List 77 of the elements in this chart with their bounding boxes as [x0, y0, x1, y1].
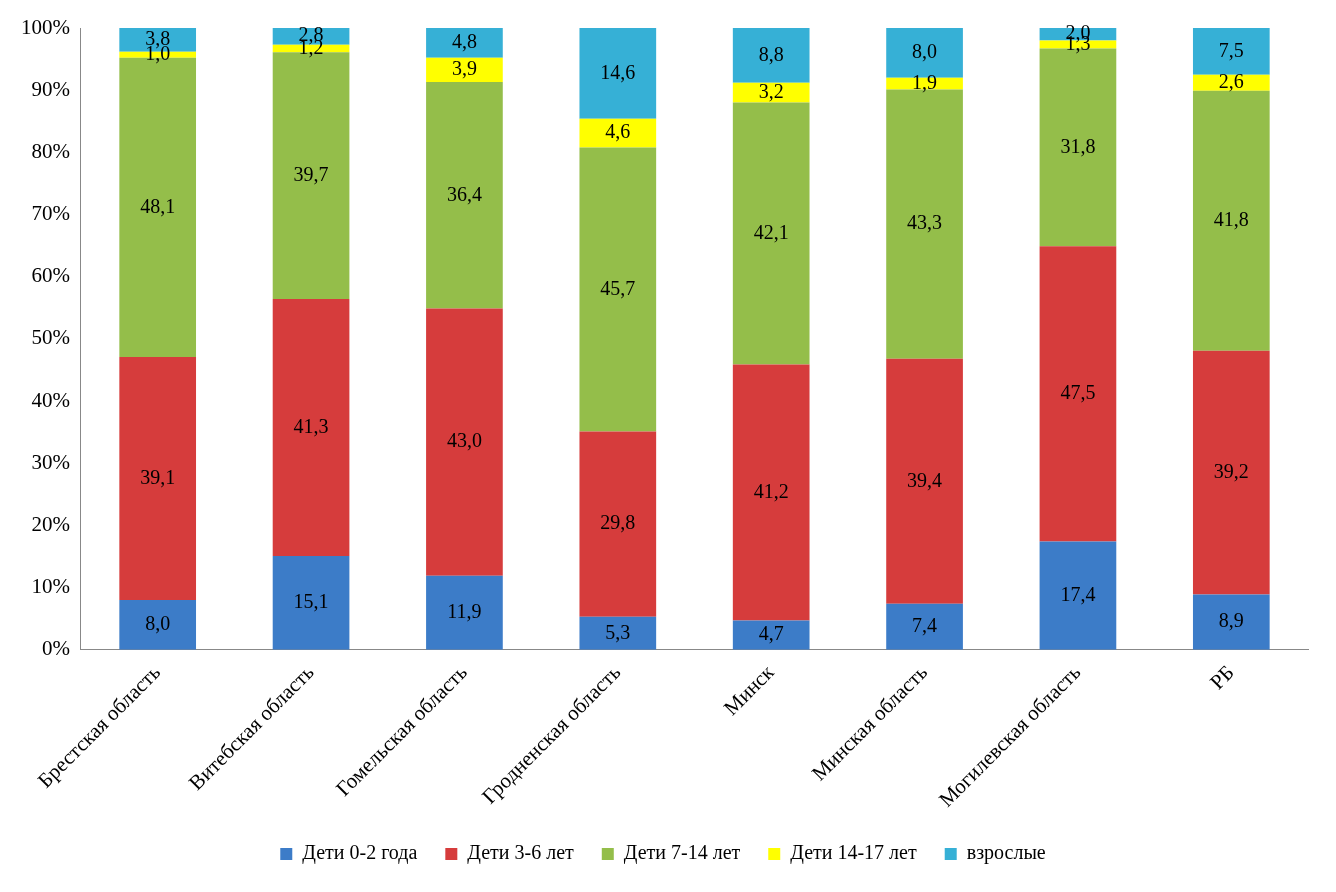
- bar: [579, 147, 657, 432]
- data-label: 8,0: [145, 612, 171, 635]
- bar: [426, 308, 503, 576]
- data-label: 41,8: [1213, 208, 1249, 230]
- y-tick-label: 70%: [31, 201, 70, 226]
- bar: [579, 616, 657, 650]
- legend-label: Дети 3-6 лет: [467, 841, 575, 865]
- bar: [272, 299, 350, 556]
- legend-label: взрослые: [966, 841, 1046, 865]
- data-label: 7,5: [1218, 38, 1244, 61]
- data-label: 39,1: [140, 465, 176, 488]
- data-label: 5,3: [605, 620, 631, 643]
- data-label: 7,4: [912, 614, 938, 637]
- bar: [732, 28, 810, 83]
- data-label: 41,2: [753, 479, 789, 502]
- data-label: 8,9: [1218, 609, 1244, 632]
- data-label: 4,8: [451, 30, 477, 53]
- data-label: 36,4: [446, 182, 482, 205]
- data-label: 41,3: [293, 414, 329, 437]
- legend-label: Дети 7-14 лет: [623, 841, 741, 865]
- data-label: 3,2: [758, 79, 784, 102]
- y-tick-label: 10%: [31, 574, 70, 599]
- bar: [119, 356, 197, 601]
- bar: [426, 575, 503, 650]
- bar: [119, 600, 197, 650]
- data-label: 47,5: [1060, 381, 1096, 404]
- y-tick-label: 0%: [41, 636, 70, 661]
- data-label: 4,6: [605, 120, 631, 143]
- data-label: 2,6: [1218, 69, 1244, 92]
- y-tick-label: 100%: [20, 14, 70, 39]
- bar: [1192, 28, 1270, 75]
- bar: [1192, 594, 1270, 650]
- bar: [1192, 90, 1270, 351]
- data-label: 31,8: [1060, 134, 1096, 157]
- x-tick-label: РБ: [1204, 660, 1239, 694]
- y-tick-label: 60%: [31, 263, 70, 288]
- y-tick-label: 40%: [31, 387, 70, 412]
- data-label: 11,9: [447, 600, 482, 623]
- y-tick-label: 50%: [31, 325, 70, 350]
- bar: [272, 555, 350, 650]
- bar: [426, 28, 503, 58]
- data-label: 43,0: [446, 429, 482, 452]
- bar: [1039, 246, 1117, 542]
- y-tick-label: 80%: [31, 138, 70, 163]
- bar: [732, 620, 810, 650]
- data-label: 39,7: [293, 162, 329, 185]
- bar: [426, 57, 503, 83]
- data-label: 15,1: [293, 590, 329, 613]
- bar: [579, 118, 657, 148]
- legend-label: Дети 0-2 года: [302, 841, 418, 865]
- data-label: 48,1: [140, 194, 176, 217]
- bar: [1192, 350, 1270, 595]
- y-tick-label: 20%: [31, 511, 70, 536]
- data-label: 43,3: [907, 211, 943, 234]
- bar: [1039, 541, 1117, 650]
- data-label: 29,8: [600, 511, 636, 534]
- data-label: 3,9: [451, 57, 477, 80]
- y-tick-label: 90%: [31, 76, 70, 101]
- data-label: 4,7: [758, 622, 784, 645]
- bar: [579, 431, 657, 617]
- y-tick-label: 30%: [31, 449, 70, 474]
- data-label: 39,4: [907, 468, 943, 491]
- data-label: 14,6: [600, 60, 636, 83]
- data-label: 8,0: [912, 40, 938, 63]
- legend-label: Дети 14-17 лет: [790, 841, 917, 865]
- bar: [732, 82, 810, 103]
- data-label: 8,8: [758, 42, 784, 65]
- data-label: 45,7: [600, 276, 636, 299]
- data-label: 42,1: [753, 220, 789, 243]
- data-label: 17,4: [1060, 582, 1096, 605]
- data-label: 39,2: [1213, 459, 1249, 482]
- bar: [732, 364, 810, 621]
- bar: [732, 102, 810, 365]
- bar: [886, 358, 963, 604]
- bar: [426, 82, 503, 309]
- bar: [886, 603, 963, 650]
- bar: [579, 28, 657, 119]
